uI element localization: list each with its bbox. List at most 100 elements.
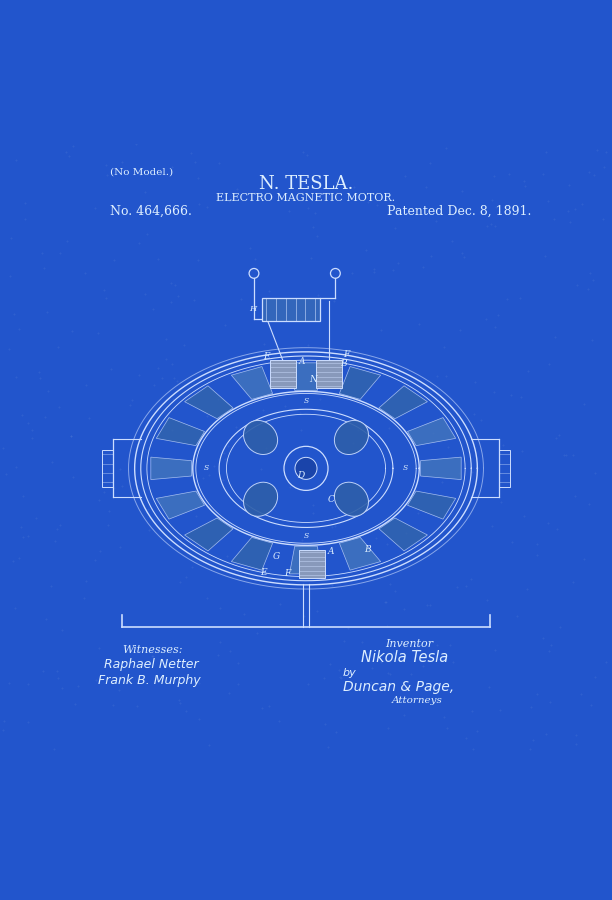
Point xyxy=(258,403,267,418)
Point xyxy=(103,518,113,532)
Point xyxy=(8,554,18,568)
Point xyxy=(372,198,382,212)
Point xyxy=(312,604,322,618)
Point xyxy=(447,234,457,248)
Point xyxy=(298,145,308,159)
Point xyxy=(331,724,341,739)
Point xyxy=(133,368,143,382)
Point xyxy=(313,288,323,302)
Point xyxy=(327,578,337,592)
Point xyxy=(541,726,551,741)
Point xyxy=(494,203,504,218)
Point xyxy=(66,428,76,443)
Point xyxy=(42,305,52,320)
Point xyxy=(9,307,19,321)
Point xyxy=(399,708,409,723)
Bar xyxy=(261,298,319,321)
Point xyxy=(274,714,284,728)
Point xyxy=(225,686,234,700)
Point xyxy=(10,600,20,615)
Point xyxy=(202,591,212,606)
Point xyxy=(198,471,207,485)
Point xyxy=(469,407,479,421)
Text: D: D xyxy=(297,471,304,480)
Point xyxy=(517,444,527,458)
Point xyxy=(315,392,325,406)
Point xyxy=(239,607,249,621)
Point xyxy=(467,704,477,718)
Point xyxy=(393,256,403,270)
Point xyxy=(542,145,551,159)
Point xyxy=(515,291,524,305)
Point xyxy=(127,393,137,408)
Point xyxy=(220,318,230,332)
Polygon shape xyxy=(379,518,427,551)
Point xyxy=(330,518,340,533)
Point xyxy=(231,400,241,414)
Point xyxy=(425,598,435,612)
Polygon shape xyxy=(185,386,233,418)
Point xyxy=(551,522,561,536)
Point xyxy=(154,251,163,266)
Point xyxy=(108,698,118,712)
Point xyxy=(323,740,333,754)
Point xyxy=(69,470,78,484)
Point xyxy=(189,292,199,307)
Point xyxy=(349,180,359,194)
Point xyxy=(326,543,336,557)
Point xyxy=(194,197,204,211)
Point xyxy=(142,228,152,242)
Bar xyxy=(270,360,296,389)
Point xyxy=(53,339,62,354)
Point xyxy=(586,698,596,712)
Polygon shape xyxy=(151,457,192,480)
Point xyxy=(470,374,480,389)
Point xyxy=(186,146,196,160)
Text: F: F xyxy=(285,569,291,578)
Point xyxy=(371,531,381,545)
Point xyxy=(4,342,13,356)
Point xyxy=(61,145,71,159)
Point xyxy=(329,293,339,308)
Point xyxy=(585,266,595,280)
Point xyxy=(53,670,62,685)
Point xyxy=(215,634,225,649)
Point xyxy=(55,246,65,260)
Point xyxy=(602,655,611,670)
Point xyxy=(382,618,392,633)
Point xyxy=(570,202,580,216)
Point xyxy=(297,423,307,437)
Point xyxy=(101,292,111,306)
Point xyxy=(23,715,32,729)
Point xyxy=(526,699,536,714)
Point xyxy=(20,212,30,227)
Point xyxy=(285,480,295,494)
Point xyxy=(16,519,26,534)
Point xyxy=(449,655,458,670)
Point xyxy=(107,474,117,489)
Point xyxy=(490,219,499,233)
Point xyxy=(569,447,578,462)
Text: Inventor: Inventor xyxy=(386,639,434,649)
Point xyxy=(336,670,346,685)
Point xyxy=(135,167,145,182)
Point xyxy=(275,597,285,611)
Point xyxy=(225,644,235,659)
Point xyxy=(452,580,461,594)
Point xyxy=(69,139,78,153)
Point xyxy=(110,253,119,267)
Point xyxy=(26,430,36,445)
Point xyxy=(115,539,125,554)
Point xyxy=(264,284,274,298)
Point xyxy=(43,384,53,399)
Point xyxy=(467,465,477,480)
Point xyxy=(486,217,496,231)
Point xyxy=(81,574,91,589)
Point xyxy=(41,612,51,626)
Point xyxy=(303,201,313,215)
Point xyxy=(20,195,30,210)
Point xyxy=(140,185,150,200)
Point xyxy=(431,214,441,229)
Point xyxy=(131,137,141,151)
Point xyxy=(466,572,476,587)
